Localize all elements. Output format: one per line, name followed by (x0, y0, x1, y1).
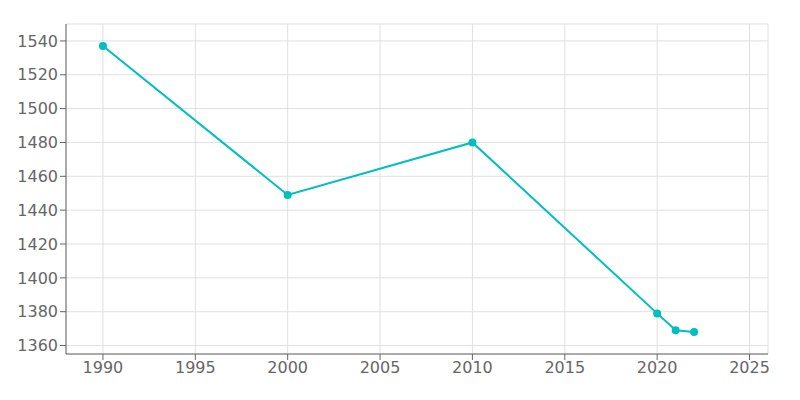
svg-text:2015: 2015 (544, 358, 585, 377)
svg-text:1440: 1440 (17, 201, 58, 220)
svg-text:1520: 1520 (17, 65, 58, 84)
svg-text:1460: 1460 (17, 167, 58, 186)
svg-text:2000: 2000 (267, 358, 308, 377)
svg-text:1400: 1400 (17, 269, 58, 288)
svg-text:2005: 2005 (360, 358, 401, 377)
svg-text:2010: 2010 (452, 358, 493, 377)
svg-text:1540: 1540 (17, 32, 58, 51)
svg-text:1360: 1360 (17, 336, 58, 355)
svg-text:1380: 1380 (17, 302, 58, 321)
svg-text:1995: 1995 (175, 358, 216, 377)
svg-text:2020: 2020 (637, 358, 678, 377)
svg-text:2025: 2025 (729, 358, 770, 377)
svg-text:1480: 1480 (17, 133, 58, 152)
svg-text:1990: 1990 (83, 358, 124, 377)
svg-text:1420: 1420 (17, 235, 58, 254)
svg-text:1500: 1500 (17, 99, 58, 118)
